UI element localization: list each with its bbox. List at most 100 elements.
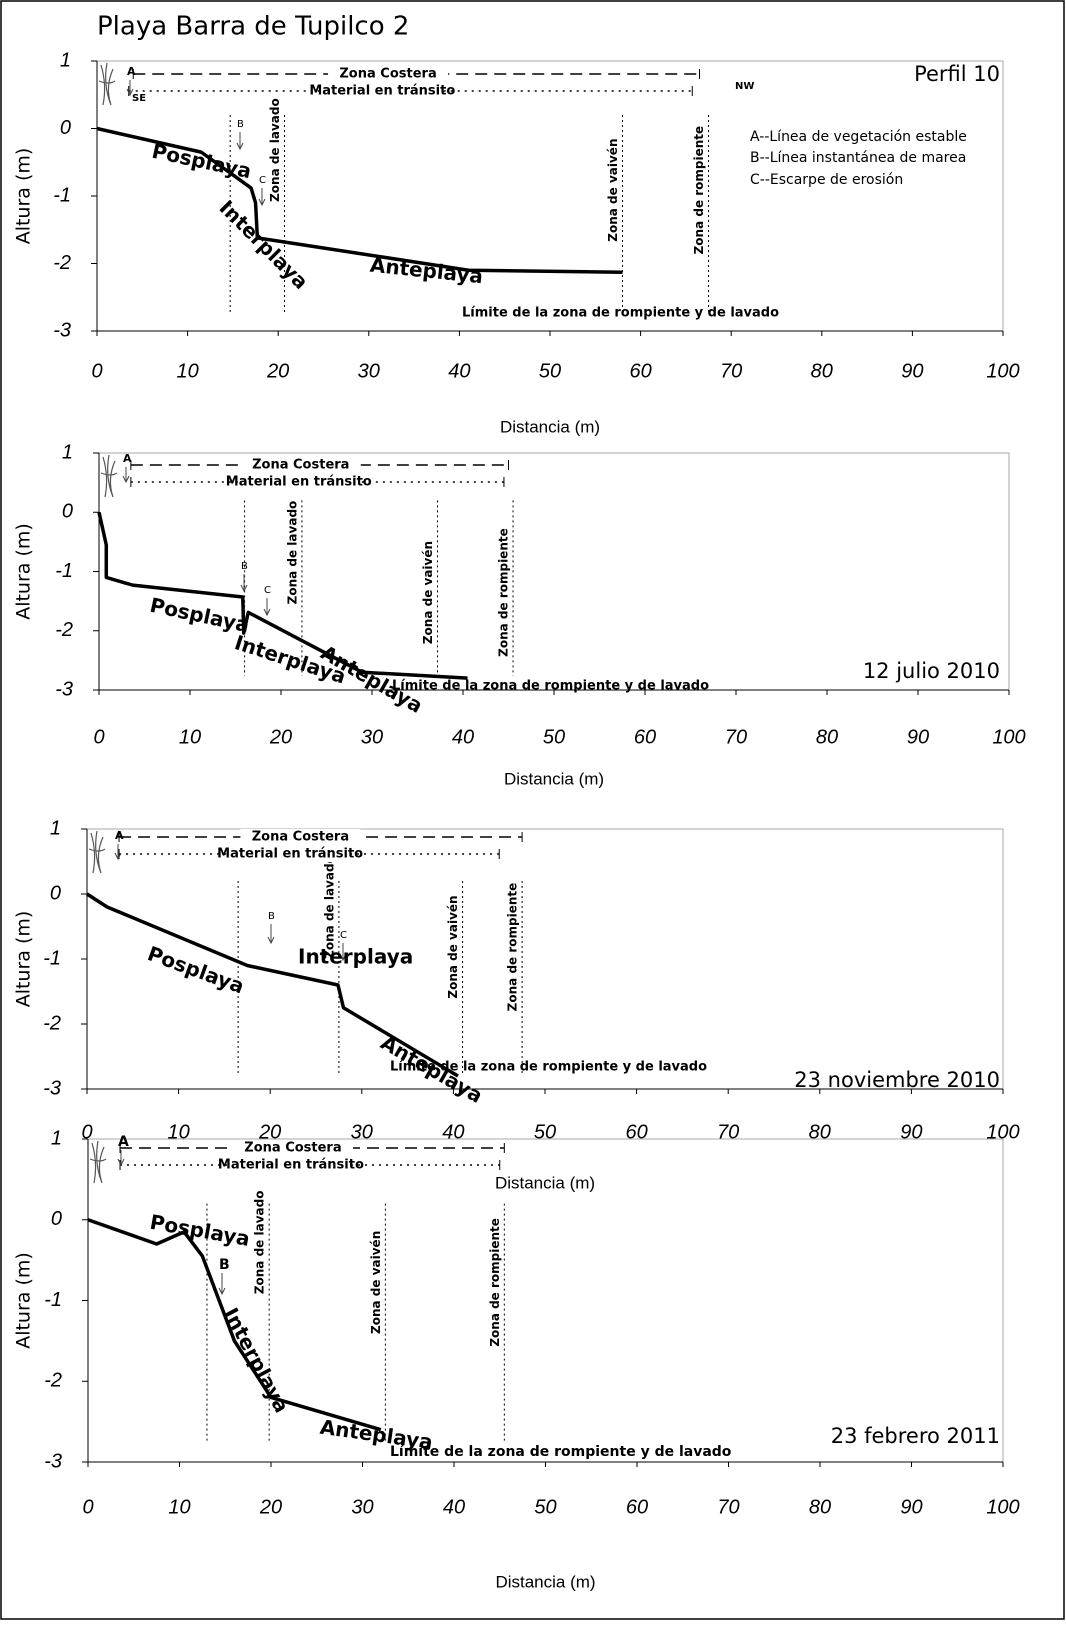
annotation: Interplaya — [219, 1304, 294, 1417]
arrow-head — [117, 1158, 125, 1167]
y-tick-label: -3 — [44, 1450, 62, 1472]
extent-label: Zona Costera — [252, 458, 349, 473]
x-tick-label: 40 — [443, 1496, 465, 1518]
x-tick-label: 0 — [93, 726, 104, 748]
annotation: Límite de la zona de rompiente y de lava… — [462, 306, 779, 321]
y-tick-label: -3 — [55, 678, 73, 700]
extent-label: Zona Costera — [244, 1141, 341, 1156]
x-tick-label: 20 — [269, 726, 292, 748]
zone-label: Zona de rompiente — [506, 883, 520, 1012]
annotation: B — [237, 119, 244, 130]
x-tick-label: 30 — [361, 726, 383, 748]
x-tick-label: 10 — [168, 1496, 190, 1518]
y-tick-label: -2 — [55, 619, 73, 641]
annotation: Interplaya — [298, 945, 413, 969]
y-tick-label: 0 — [50, 882, 61, 904]
x-tick-label: 90 — [900, 1121, 922, 1143]
x-tick-label: 60 — [634, 726, 656, 748]
y-tick-label: 0 — [62, 501, 73, 523]
x-tick-label: 100 — [986, 360, 1019, 382]
x-tick-label: 50 — [534, 1496, 556, 1518]
x-tick-label: 60 — [626, 1496, 648, 1518]
profile-line — [86, 892, 459, 1078]
profile-line — [97, 511, 468, 680]
annotation: Anteplaya — [369, 253, 484, 289]
x-tick-label: 10 — [176, 360, 198, 382]
x-tick-label: 100 — [992, 726, 1025, 748]
zone-label: Zona de lavado — [322, 855, 336, 959]
label-bg — [232, 1140, 353, 1156]
annotation: B — [219, 1257, 230, 1273]
x-tick-label: 70 — [720, 360, 742, 382]
label-bg — [322, 83, 443, 99]
zone-label: Zona de vaivén — [369, 1231, 383, 1334]
profile-line — [87, 1218, 382, 1432]
panel-tag: 23 febrero 2011 — [831, 1424, 1000, 1448]
legend-note: B--Línea instantánea de marea — [750, 150, 966, 166]
annotation: A — [127, 65, 136, 78]
x-tick-label: 20 — [266, 360, 289, 382]
annotation: C — [264, 585, 271, 596]
label-bg — [328, 66, 449, 82]
x-tick-label: 40 — [452, 726, 474, 748]
x-tick-label: 90 — [901, 360, 923, 382]
annotation: Posplaya — [148, 593, 252, 637]
x-tick-label: 0 — [82, 1496, 93, 1518]
y-tick-label: -2 — [43, 1012, 61, 1034]
y-tick-label: 0 — [60, 117, 71, 139]
y-tick-label: 1 — [60, 49, 71, 71]
x-tick-label: 30 — [358, 360, 380, 382]
y-tick-label: 1 — [51, 1127, 62, 1149]
label-bg — [240, 829, 361, 845]
arrow-head — [114, 852, 122, 861]
x-tick-label: 80 — [811, 360, 833, 382]
figure-title: Playa Barra de Tupilco 2 — [97, 12, 409, 42]
arrow-head — [263, 608, 271, 617]
y-axis-label: Altura (m) — [13, 1252, 35, 1349]
panel-tag: 23 noviembre 2010 — [794, 1068, 1000, 1092]
vegetation-icon — [98, 62, 116, 106]
x-tick-label: 30 — [351, 1496, 373, 1518]
x-tick-label: 40 — [448, 360, 470, 382]
x-tick-label: 90 — [900, 1496, 922, 1518]
profile-line — [96, 126, 623, 275]
x-tick-label: 60 — [625, 1121, 647, 1143]
zone-label: Zona de lavado — [268, 98, 282, 202]
annotation: Límite de la zona de rompiente y de lava… — [390, 1060, 707, 1075]
x-tick-label: 80 — [809, 1496, 831, 1518]
y-tick-label: -2 — [44, 1370, 62, 1392]
annotation: B — [241, 561, 248, 572]
legend-note: A--Línea de vegetación estable — [750, 129, 967, 145]
zone-label: Zona de lavado — [253, 1191, 267, 1295]
arrow-head — [267, 936, 275, 945]
extent-label: Material en tránsito — [226, 475, 372, 490]
x-tick-label: 40 — [442, 1121, 464, 1143]
x-tick-label: 20 — [259, 1496, 282, 1518]
x-tick-label: 0 — [91, 360, 102, 382]
vegetation-icon — [100, 454, 118, 498]
annotation: SE — [132, 93, 146, 104]
extent-label: Material en tránsito — [309, 84, 455, 99]
x-tick-label: 80 — [816, 726, 838, 748]
y-tick-label: 1 — [50, 817, 61, 839]
x-tick-label: 10 — [167, 1121, 189, 1143]
zone-label: Zona de rompiente — [692, 126, 706, 255]
y-tick-label: -1 — [55, 560, 73, 582]
x-tick-label: 80 — [809, 1121, 831, 1143]
x-axis-label: Distancia (m) — [495, 1173, 595, 1192]
x-tick-label: 70 — [717, 1496, 739, 1518]
annotation: C — [340, 930, 347, 941]
annotation: NW — [735, 81, 754, 92]
vegetation-icon — [88, 830, 106, 874]
legend-note: C--Escarpe de erosión — [750, 172, 903, 188]
x-axis-label: Distancia (m) — [495, 1572, 595, 1591]
plot-frame — [86, 828, 1004, 1090]
x-tick-label: 10 — [179, 726, 201, 748]
x-tick-label: 70 — [725, 726, 747, 748]
y-tick-label: -2 — [53, 252, 71, 274]
x-tick-label: 70 — [717, 1121, 739, 1143]
y-axis-label: Altura (m) — [13, 148, 35, 245]
y-tick-label: -3 — [53, 319, 71, 341]
